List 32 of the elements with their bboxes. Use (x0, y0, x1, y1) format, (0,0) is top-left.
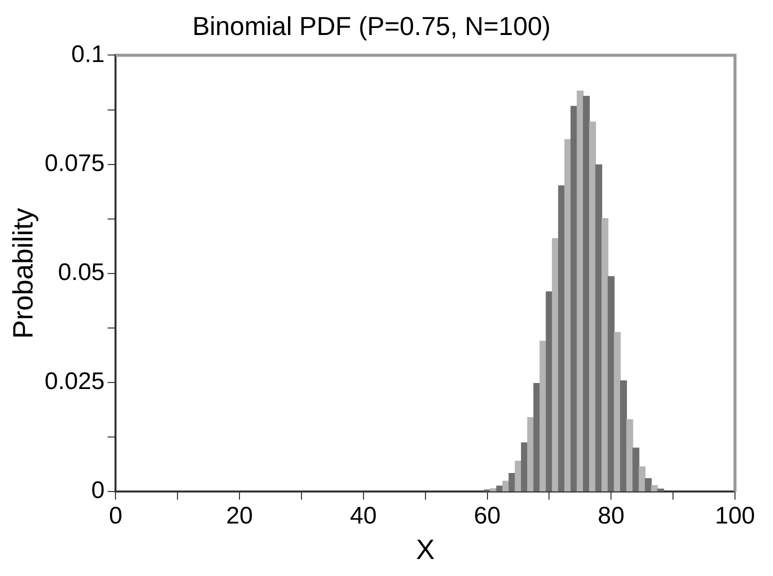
bar (490, 488, 497, 492)
bar (602, 218, 608, 492)
bar (657, 488, 664, 492)
x-tick-label: 0 (108, 502, 122, 530)
bar (620, 380, 627, 492)
x-tick-label: 100 (714, 502, 756, 530)
bar (527, 417, 534, 492)
bar (638, 466, 646, 492)
bar (589, 122, 596, 492)
bar (558, 185, 566, 492)
chart-title: Binomial PDF (P=0.75, N=100) (192, 10, 551, 41)
x-tick-label: 40 (350, 502, 377, 530)
bar (626, 419, 634, 492)
x-tick-label: 60 (474, 502, 501, 530)
x-tick-label: 80 (598, 502, 624, 530)
y-tick-label: 0.05 (58, 259, 105, 286)
bar (508, 472, 516, 492)
bar (540, 340, 546, 492)
y-tick-label: 0 (91, 477, 105, 504)
y-tick-label: 0.025 (44, 368, 105, 396)
bar (496, 486, 504, 492)
x-tick-label: 20 (226, 502, 253, 530)
bar (608, 276, 615, 492)
bar (632, 448, 640, 492)
y-tick-label: 0.075 (44, 150, 105, 177)
x-axis-title: X (416, 534, 435, 565)
bar (614, 332, 621, 492)
y-tick-label: 0.1 (71, 40, 105, 68)
bar (644, 478, 652, 492)
bar (576, 90, 584, 492)
bar (651, 485, 658, 492)
y-axis-title: Probability (8, 208, 39, 339)
